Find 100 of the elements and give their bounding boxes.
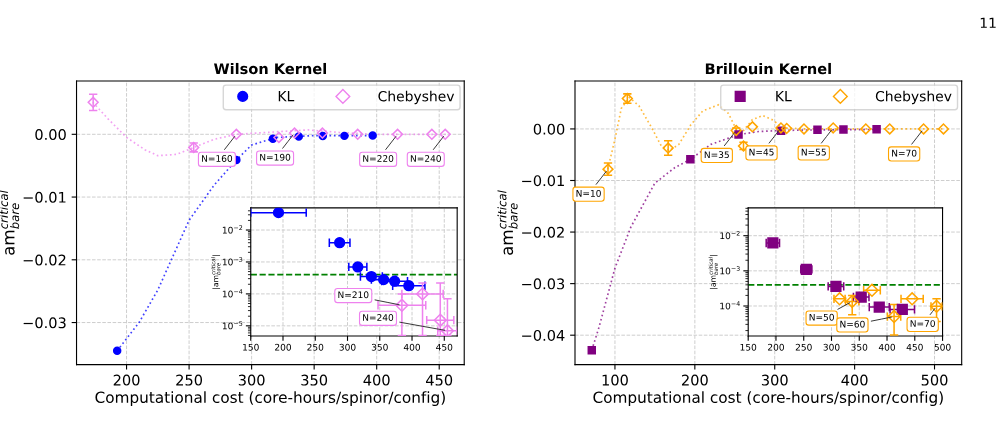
point [872,125,881,134]
point [112,346,122,356]
point [388,275,401,287]
y-tick-label: 10$^{−5}$ [222,321,243,330]
point [798,123,810,135]
point [746,121,759,133]
y-axis-title: am$^{critical}$$_{bare}$ [497,190,518,255]
x-tick-label: 100 [602,374,628,386]
x-tick-label: 350 [301,374,328,386]
y-axis-title: am$^{critical}$$_{bare}$ [0,190,20,255]
point [827,122,839,134]
annotation: N=240 [410,155,441,162]
point [368,131,377,140]
annotation: N=70 [892,149,917,157]
point [403,280,415,292]
point [813,125,822,135]
y-tick-label: 10$^{−3}$ [222,257,243,266]
y-tick-label: 10$^{−4}$ [222,289,243,298]
point [415,287,430,301]
x-tick-label: 200 [681,374,708,386]
y-tick-label: 10$^{−3}$ [720,266,740,275]
annotation: N=35 [704,151,729,159]
annotation: N=210 [338,291,369,299]
y-tick-label: 0.00 [35,129,66,141]
x-axis-title: Computational cost (core-hours/spinor/config) [95,391,445,406]
x-tick-label: 200 [275,343,292,351]
x-tick-label: 150 [740,343,757,351]
x-tick-label: 500 [921,374,948,386]
point [775,122,787,134]
point [905,292,919,306]
x-tick-label: 450 [906,343,923,351]
y-tick-label: 0.00 [533,123,565,135]
point [686,155,695,164]
x-tick-label: 250 [307,343,324,351]
x-tick-label: 300 [823,343,840,351]
x-tick-label: 300 [238,374,265,386]
legend-label: Chebyshev [378,90,455,105]
point [395,298,409,312]
annotation: N=10 [576,189,601,197]
point [273,131,285,144]
point [87,96,99,108]
x-tick-label: 400 [878,343,896,351]
point [884,123,896,135]
x-tick-label: 150 [243,343,259,351]
point [839,125,848,134]
point [937,123,950,135]
point [334,237,346,249]
annotation: N=240 [363,314,394,321]
y-tick-label: −0.01 [522,175,564,187]
x-tick-label: 500 [934,343,951,351]
y-tick-label: 10$^{−2}$ [720,230,740,240]
annotation: N=190 [260,153,291,161]
point [288,127,301,139]
x-tick-label: 250 [176,374,203,386]
y-tick-label: −0.02 [23,254,66,266]
y-tick-label: 10$^{−4}$ [720,301,740,310]
point [230,128,243,140]
annotation: N=50 [809,313,834,321]
point [365,270,378,283]
point [316,127,329,139]
text: 11 [980,17,996,28]
y-tick-label: −0.03 [522,278,565,290]
x-tick-label: 400 [403,343,421,351]
point [433,313,447,327]
point [896,303,908,316]
x-tick-label: 300 [761,374,788,386]
legend-label: KL [278,91,295,102]
point [917,123,930,135]
point [272,207,285,219]
point [781,122,793,135]
annotation: N=220 [363,155,394,162]
chart-title: Brillouin Kernel [705,62,831,75]
point [352,261,364,273]
point [587,345,597,355]
legend-label: Chebyshev [875,90,952,105]
x-tick-label: 200 [768,343,784,351]
x-tick-label: 450 [436,343,453,351]
point [351,128,364,140]
x-tick-label: 200 [113,374,140,386]
point [426,128,438,140]
point [391,128,404,140]
legend-label: KL [776,91,792,102]
x-axis-title: Computational cost (core-hours/spinor/config) [593,391,943,406]
annotation: N=70 [910,320,935,327]
x-tick-label: 300 [339,343,356,351]
y-tick-label: −0.01 [23,191,66,203]
y-tick-label: −0.04 [522,329,565,341]
y-tick-label: −0.03 [23,317,66,329]
x-tick-label: 350 [371,343,388,351]
point [439,128,451,140]
x-tick-label: 250 [795,343,812,351]
annotation: N=160 [202,155,233,162]
x-tick-label: 350 [851,343,868,351]
x-tick-label: 400 [363,374,390,386]
point [860,123,872,135]
y-tick-label: −0.02 [522,226,564,238]
point [873,301,885,313]
x-tick-label: 450 [426,374,453,386]
point [340,131,349,141]
chart-title: Wilson Kernel [213,62,326,75]
